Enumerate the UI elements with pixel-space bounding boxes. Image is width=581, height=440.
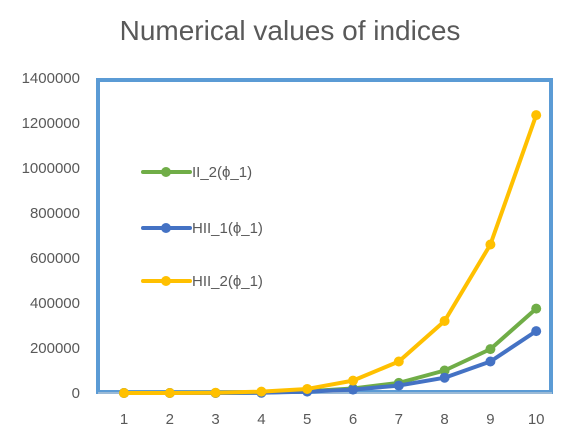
legend-item: HII_2(ϕ_1) xyxy=(141,273,263,290)
data-point xyxy=(485,356,496,367)
x-tick-label: 5 xyxy=(303,411,311,428)
x-axis-ticks: 1 2 3 4 5 6 7 8 9 10 xyxy=(120,411,545,428)
x-tick-label: 7 xyxy=(395,411,403,428)
series-line xyxy=(122,306,539,395)
y-tick-label: 0 xyxy=(72,385,80,402)
data-point xyxy=(485,344,496,355)
y-tick-label: 800000 xyxy=(30,205,80,222)
data-point xyxy=(348,384,358,395)
data-point xyxy=(439,365,450,376)
data-point xyxy=(485,239,496,250)
data-point xyxy=(439,372,450,383)
legend-swatch-marker xyxy=(161,223,171,233)
legend-label: II_2(ϕ_1) xyxy=(192,164,252,181)
y-axis-ticks: 0 200000 400000 600000 800000 1000000 1200000 1… xyxy=(22,70,80,402)
plot-area-border xyxy=(96,78,553,394)
x-tick-label: 9 xyxy=(486,411,494,428)
y-tick-label: 600000 xyxy=(30,250,80,267)
legend-swatch-marker xyxy=(161,167,171,177)
y-tick-label: 1000000 xyxy=(22,160,80,177)
x-tick-label: 2 xyxy=(166,411,174,428)
data-point xyxy=(302,383,313,394)
legend-label: HII_1(ϕ_1) xyxy=(192,220,263,237)
legend-item: HII_1(ϕ_1) xyxy=(141,220,263,237)
legend: II_2(ϕ_1) HII_1(ϕ_1) HII_2(ϕ_1) xyxy=(141,164,263,290)
data-point xyxy=(348,375,358,386)
data-point xyxy=(531,326,542,337)
legend-label: HII_2(ϕ_1) xyxy=(192,273,263,290)
y-tick-label: 200000 xyxy=(30,340,80,357)
chart-title: Numerical values of indices xyxy=(120,15,461,46)
data-point xyxy=(164,388,175,398)
data-point xyxy=(531,303,542,314)
data-point xyxy=(210,387,221,398)
x-tick-label: 1 xyxy=(120,411,128,428)
data-point xyxy=(439,316,450,326)
data-point xyxy=(393,380,404,391)
series-HII_2(ϕ_1) xyxy=(119,110,542,398)
series-HII_1(ϕ_1) xyxy=(119,326,542,398)
x-tick-label: 3 xyxy=(211,411,219,428)
y-tick-label: 1200000 xyxy=(22,115,80,132)
x-tick-label: 4 xyxy=(257,411,265,428)
legend-item: II_2(ϕ_1) xyxy=(141,164,252,181)
data-point xyxy=(119,388,129,398)
y-tick-label: 1400000 xyxy=(22,70,80,87)
x-tick-label: 8 xyxy=(440,411,448,428)
data-point xyxy=(393,356,404,367)
y-tick-label: 400000 xyxy=(30,295,80,312)
x-tick-label: 10 xyxy=(528,411,545,428)
x-tick-label: 6 xyxy=(349,411,357,428)
series-layer xyxy=(119,110,542,398)
data-point xyxy=(531,110,542,121)
series-line xyxy=(122,113,539,395)
legend-swatch-marker xyxy=(161,276,171,286)
data-point xyxy=(256,386,267,397)
